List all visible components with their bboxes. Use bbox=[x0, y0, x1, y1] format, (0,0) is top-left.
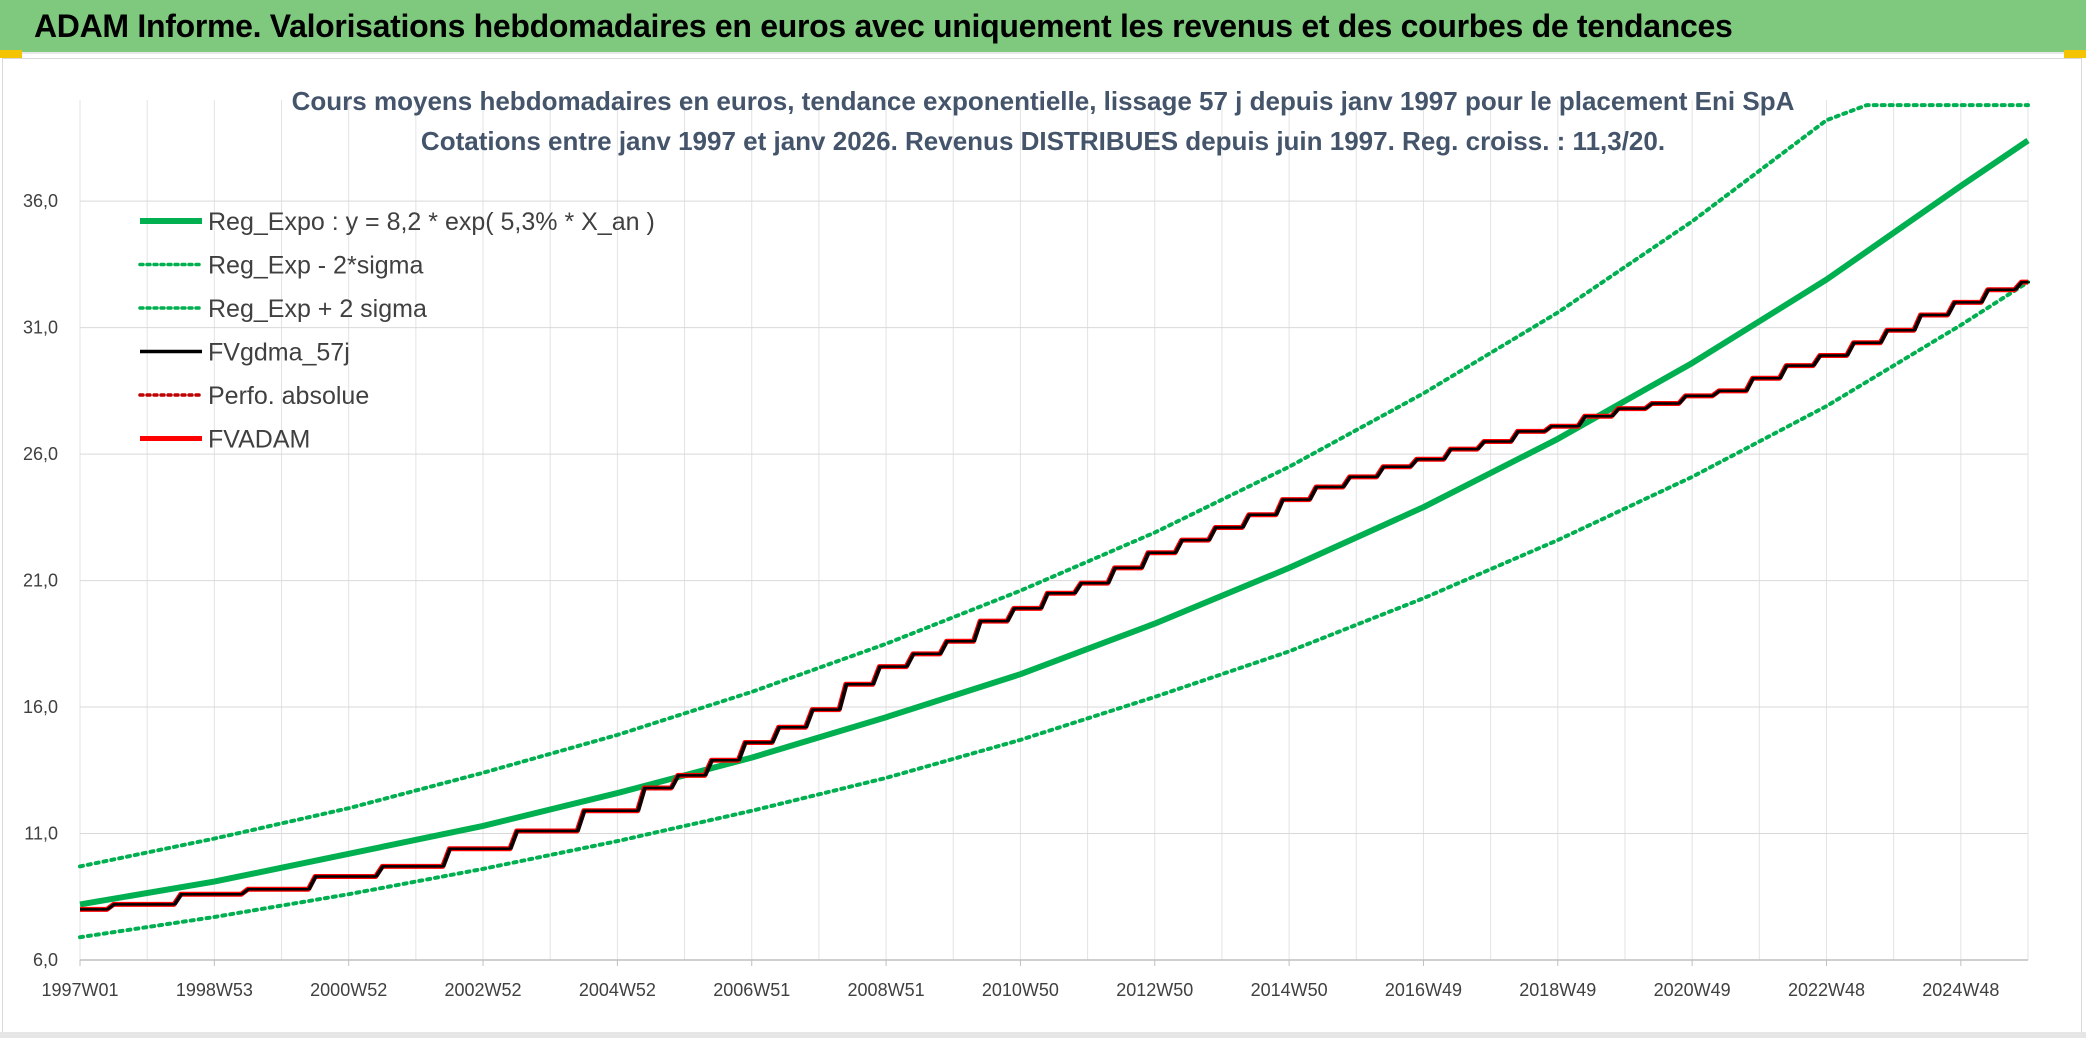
x-tick-label: 2014W50 bbox=[1251, 980, 1328, 1000]
x-tick-label: 2000W52 bbox=[310, 980, 387, 1000]
y-tick-label: 21,0 bbox=[23, 571, 58, 591]
x-tick-label: 2010W50 bbox=[982, 980, 1059, 1000]
x-tick-label: 2024W48 bbox=[1922, 980, 1999, 1000]
legend-label: Perfo. absolue bbox=[208, 382, 369, 410]
chart-subtitle: Cotations entre janv 1997 et janv 2026. … bbox=[421, 126, 1665, 156]
x-tick-label: 1997W01 bbox=[41, 980, 118, 1000]
x-tick-label: 2018W49 bbox=[1519, 980, 1596, 1000]
axis-tick-labels: 6,0 11,0 16,0 21,0 26,0 31,0 36,0 1997W01 1998W5… bbox=[23, 191, 1999, 1000]
y-tick-label: 16,0 bbox=[23, 697, 58, 717]
x-tick-label: 2016W49 bbox=[1385, 980, 1462, 1000]
header-corner-left bbox=[0, 50, 22, 58]
x-tick-label: 2022W48 bbox=[1788, 980, 1865, 1000]
x-tick-label: 1998W53 bbox=[176, 980, 253, 1000]
x-tick-label: 2004W52 bbox=[579, 980, 656, 1000]
legend-label: Reg_Exp - 2*sigma bbox=[208, 252, 423, 280]
y-tick-label: 36,0 bbox=[23, 191, 58, 211]
series-line-5 bbox=[80, 279, 2028, 912]
x-tick-label: 2012W50 bbox=[1116, 980, 1193, 1000]
legend-label: FVgdma_57j bbox=[208, 339, 350, 367]
legend-label: FVADAM bbox=[208, 426, 310, 454]
report-title: ADAM Informe. Valorisations hebdomadaire… bbox=[34, 8, 1733, 44]
series-line-0 bbox=[79, 138, 2030, 908]
x-tick-label: 2020W49 bbox=[1654, 980, 1731, 1000]
header-corner-right bbox=[2064, 50, 2086, 58]
legend: Reg_Expo : y = 8,2 * exp( 5,3% * X_an ) R… bbox=[138, 208, 655, 454]
x-tick-label: 2008W51 bbox=[848, 980, 925, 1000]
x-tick-label: 2006W51 bbox=[713, 980, 790, 1000]
series-line-1 bbox=[78, 280, 2030, 940]
chart-title: Cours moyens hebdomadaires en euros, ten… bbox=[292, 86, 1795, 116]
series-line-3-overlay bbox=[82, 281, 2030, 911]
legend-label: Reg_Expo : y = 8,2 * exp( 5,3% * X_an ) bbox=[208, 208, 655, 236]
series bbox=[78, 103, 2030, 940]
series-line-3 bbox=[80, 280, 2028, 911]
grid bbox=[79, 100, 2029, 966]
y-tick-label: 26,0 bbox=[23, 444, 58, 464]
x-tick-label: 2002W52 bbox=[445, 980, 522, 1000]
series-line-2 bbox=[78, 103, 2030, 869]
legend-label: Reg_Exp + 2 sigma bbox=[208, 295, 427, 323]
y-tick-label: 6,0 bbox=[33, 950, 58, 970]
report-header: ADAM Informe. Valorisations hebdomadaire… bbox=[0, 0, 2086, 54]
bottom-strip bbox=[0, 1032, 2086, 1038]
y-tick-label: 11,0 bbox=[24, 824, 58, 844]
y-tick-label: 31,0 bbox=[23, 318, 58, 338]
